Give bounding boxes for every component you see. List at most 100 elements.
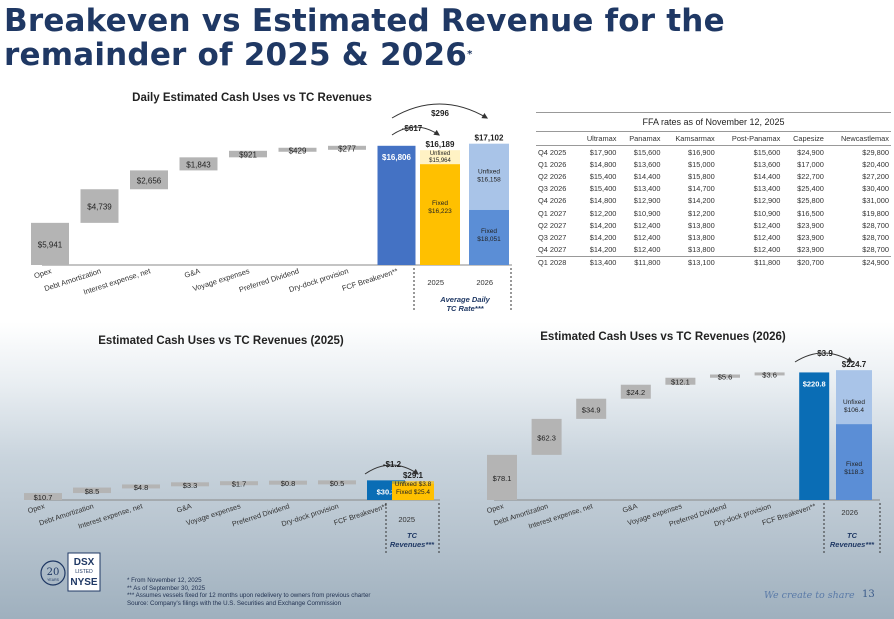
- ffa-cell: Q2 2026: [538, 171, 567, 181]
- ffa-cell: $17,900: [589, 147, 617, 157]
- data-label: $1,843: [186, 160, 211, 169]
- ffa-cell: $12,400: [633, 245, 661, 255]
- chart-title: Estimated Cash Uses vs TC Revenues (2026…: [540, 331, 786, 343]
- waterfall-bar: [179, 157, 218, 171]
- ffa-cell: $27,200: [862, 171, 889, 181]
- ffa-column-header: Ultramax: [576, 132, 619, 146]
- ffa-cell: $14,400: [633, 171, 661, 181]
- ffa-cell: $13,400: [633, 184, 661, 194]
- revenue-bar-unfixed-2025: [392, 481, 434, 484]
- breakeven-2026-arrow: [391, 103, 489, 119]
- total-label-2026: $17,102: [475, 134, 504, 143]
- ffa-cell: $23,900: [797, 245, 824, 255]
- revenue-bar-unfixed-2026: [469, 143, 509, 210]
- data-label: $0.8: [281, 479, 296, 488]
- revenue-group-label: TC Revenues***: [390, 531, 435, 549]
- ffa-cell: $13,400: [576, 255, 619, 269]
- category-label: Opex: [485, 501, 505, 515]
- ffa-cell: $28,700: [862, 245, 889, 255]
- data-label: $8.5: [85, 487, 100, 496]
- footnotes: * From November 12, 2025 ** As of Septem…: [127, 577, 370, 607]
- ffa-cell: $14,800: [589, 159, 617, 169]
- ffa-cell: $14,700: [688, 184, 715, 194]
- ffa-row: Q4 2026 $14,800 $12,900 $14,200 $12,900 $25,8…: [536, 195, 891, 207]
- ffa-row: Q1 2026 $14,800 $13,600 $15,000 $13,600 $17,0…: [536, 158, 891, 170]
- data-label: $5,941: [38, 240, 63, 249]
- data-label: $30.3: [377, 487, 396, 496]
- ffa-cell: $12,400: [633, 232, 661, 242]
- tagline: We create to share: [764, 590, 855, 601]
- ffa-cell: $13,800: [688, 220, 715, 230]
- ffa-cell: Q4 2027: [538, 245, 567, 255]
- dsx-nyse-logo: 20 YEARS DSX LISTED NYSE: [40, 552, 101, 592]
- data-label: $921: [239, 151, 257, 160]
- unfixed-label: Unfixed $3.8: [395, 481, 432, 488]
- waterfall-bar: [229, 150, 267, 158]
- fixed-label: Fixed $25.4: [396, 489, 430, 496]
- category-label: G&A: [175, 501, 192, 514]
- ffa-cell: Q2 2027: [538, 220, 567, 230]
- ffa-cell: $15,800: [688, 171, 715, 181]
- data-label: $277: [338, 144, 356, 153]
- waterfall-bar: [73, 487, 111, 494]
- category-label: G&A: [621, 501, 638, 514]
- data-label: $4,739: [87, 203, 112, 212]
- ffa-cell: $15,400: [589, 171, 617, 181]
- ffa-cell: $28,700: [862, 232, 889, 242]
- data-label: $10.7: [34, 493, 53, 502]
- title-line-1: Breakeven vs Estimated Revenue for the: [4, 3, 725, 39]
- data-label: $62.3: [537, 433, 556, 442]
- footnote: * From November 12, 2025: [127, 577, 202, 584]
- waterfall-bar: [24, 493, 62, 500]
- ffa-row: Q2 2026 $15,400 $14,400 $15,800 $14,400 $22,7…: [536, 170, 891, 182]
- ffa-cell: $22,700: [797, 171, 824, 181]
- category-label: 2025: [398, 515, 415, 524]
- fixed-label: Fixed $118.3: [844, 461, 864, 476]
- ffa-cell: $14,800: [589, 196, 617, 206]
- ffa-cell: $16,900: [688, 147, 715, 157]
- ffa-cell: $12,400: [753, 232, 781, 242]
- ffa-cell: $16,500: [797, 208, 824, 218]
- ffa-cell: Q1 2027: [538, 208, 567, 218]
- category-label: Opex: [33, 266, 53, 280]
- page-number: 13: [862, 589, 875, 600]
- category-label: 2026: [841, 508, 858, 517]
- ffa-cell: $30,400: [862, 184, 889, 194]
- ffa-header-row: Ultramax Panamax Kamsarmax Post-Panamax Cape…: [536, 132, 891, 146]
- ffa-cell: $12,400: [753, 245, 781, 255]
- ffa-cell: $31,000: [862, 196, 889, 206]
- ffa-column-header: [536, 132, 577, 146]
- waterfall-bar: [620, 384, 651, 399]
- waterfall-bar: [171, 482, 209, 487]
- ffa-cell: $15,600: [633, 147, 661, 157]
- breakeven-2025-arrow: [391, 126, 440, 136]
- diff-label: $3.9: [817, 349, 833, 358]
- logo-years-label: YEARS: [47, 578, 60, 582]
- ffa-cell: $12,200: [589, 208, 617, 218]
- data-label: $16,806: [382, 153, 411, 162]
- data-label: $3.6: [762, 370, 777, 379]
- revenue-bar-fixed-2026: [836, 424, 872, 500]
- data-label: $0.5: [330, 479, 345, 488]
- diff-arrow: [364, 464, 419, 475]
- category-label: 2025: [427, 278, 444, 287]
- unfixed-label: Unfixed $106.4: [843, 399, 865, 414]
- ffa-rates-table: FFA rates as of November 12, 2025 Ultram…: [536, 112, 891, 269]
- waterfall-bar: [377, 145, 416, 265]
- data-label: $4.8: [134, 483, 149, 492]
- category-label: Opex: [26, 501, 46, 515]
- category-label: G&A: [183, 266, 201, 279]
- data-label: $24.2: [626, 388, 645, 397]
- data-label: $5.6: [718, 373, 733, 382]
- data-label: $1.7: [232, 480, 247, 489]
- waterfall-bar: [318, 480, 356, 485]
- waterfall-bar: [576, 398, 607, 419]
- diff-label-2025: -$617: [402, 124, 423, 133]
- data-label: $34.9: [582, 405, 601, 414]
- data-label: $78.1: [493, 474, 512, 483]
- footnote: ** As of September 30, 2025: [127, 584, 206, 592]
- waterfall-bar: [487, 454, 517, 500]
- revenue-bar-unfixed-2026: [836, 370, 872, 425]
- category-label: FCF Breakeven**: [333, 501, 389, 527]
